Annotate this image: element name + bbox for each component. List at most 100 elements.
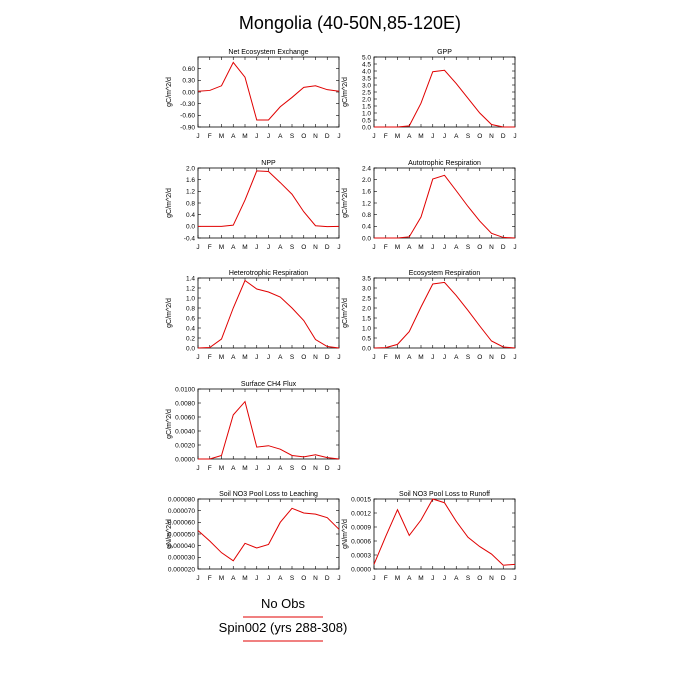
x-tick-label: O: [477, 354, 482, 361]
y-tick-label: 1.0: [362, 110, 371, 117]
series-line-0: [198, 170, 340, 228]
y-tick-label: 3.5: [362, 75, 371, 82]
y-tick-label: 0.000020: [168, 566, 195, 573]
y-tick-label: 0.0: [362, 124, 371, 131]
x-tick-label: A: [278, 244, 283, 251]
panel-title: Ecosystem Respiration: [409, 270, 481, 277]
x-tick-label: N: [313, 354, 318, 361]
x-tick-label: N: [489, 354, 494, 361]
x-tick-label: N: [489, 575, 494, 582]
x-tick-label: J: [513, 133, 516, 140]
x-tick-label: F: [384, 244, 388, 251]
y-axis-label: gN/m^2/d: [342, 519, 349, 549]
x-tick-label: J: [255, 465, 258, 472]
y-tick-label: -0.30: [180, 101, 195, 108]
y-tick-label: 2.4: [362, 165, 371, 172]
panels-group: Net Ecosystem Exchange -0.90 -0.60 -0.30 0.0…: [166, 49, 517, 582]
chart-panel-3: Autotrophic Respiration 0.0 0.4 0.8 1.2 1.6 2.…: [342, 160, 517, 251]
x-tick-label: J: [196, 133, 199, 140]
y-tick-label: 0.8: [362, 212, 371, 219]
plot-frame: [197, 167, 340, 239]
x-tick-label: M: [219, 244, 224, 251]
x-tick-label: M: [242, 244, 247, 251]
x-tick-label: J: [196, 575, 199, 582]
x-tick-label: J: [513, 244, 516, 251]
x-tick-label: F: [208, 133, 212, 140]
x-tick-label: J: [337, 465, 340, 472]
x-tick-label: M: [219, 354, 224, 361]
x-tick-label: M: [219, 465, 224, 472]
y-tick-label: 1.0: [362, 325, 371, 332]
y-tick-label: 0.60: [182, 66, 195, 73]
y-tick-label: 1.5: [362, 103, 371, 110]
x-tick-label: J: [443, 244, 446, 251]
x-tick-label: J: [196, 244, 199, 251]
x-tick-label: N: [489, 133, 494, 140]
y-tick-label: 0.4: [186, 212, 195, 219]
y-tick-label: 0.30: [182, 78, 195, 85]
x-tick-label: A: [407, 244, 412, 251]
x-tick-label: O: [477, 244, 482, 251]
x-tick-label: M: [395, 354, 400, 361]
x-tick-label: D: [325, 244, 330, 251]
y-tick-label: 0.0: [362, 345, 371, 352]
x-tick-label: S: [290, 575, 295, 582]
y-tick-label: 0.8: [186, 200, 195, 207]
x-tick-label: M: [219, 133, 224, 140]
y-tick-label: -0.90: [180, 124, 195, 131]
x-tick-label: D: [325, 465, 330, 472]
x-tick-label: A: [278, 133, 283, 140]
chart-panel-2: NPP-0.40.00.40.81.21.62.0J F M A M J J A S O N D JgC…: [166, 160, 341, 251]
x-tick-label: A: [231, 354, 236, 361]
x-tick-label: J: [337, 244, 340, 251]
x-tick-label: J: [255, 575, 258, 582]
x-tick-label: O: [477, 133, 482, 140]
x-tick-label: A: [231, 575, 236, 582]
x-tick-label: F: [208, 244, 212, 251]
x-tick-label: J: [196, 354, 199, 361]
x-tick-label: A: [454, 244, 459, 251]
x-tick-label: S: [290, 244, 295, 251]
y-tick-label: 1.0: [186, 295, 195, 302]
x-tick-label: J: [267, 354, 270, 361]
x-tick-label: D: [501, 354, 506, 361]
x-tick-label: D: [501, 244, 506, 251]
x-tick-label: A: [454, 133, 459, 140]
panel-title: Heterotrophic Respiration: [229, 270, 308, 277]
x-tick-label: J: [196, 465, 199, 472]
panel-title: NPP: [261, 160, 276, 167]
y-tick-label: 2.0: [362, 96, 371, 103]
x-tick-label: D: [501, 133, 506, 140]
x-tick-label: J: [443, 575, 446, 582]
plot-frame: [373, 56, 516, 128]
y-tick-label: 4.5: [362, 61, 371, 68]
x-tick-label: S: [466, 354, 471, 361]
y-tick-label: 1.5: [362, 315, 371, 322]
x-tick-label: N: [313, 575, 318, 582]
chart-panel-4: Heterotrophic Respiration 0.0 0.2 0.4 0.6 0.8…: [166, 270, 341, 361]
y-tick-label: 1.6: [186, 177, 195, 184]
chart-panel-6: Surface CH4 Flux 0.0000 0.0020 0.0040 0.0060…: [166, 381, 341, 472]
panel-title: Surface CH4 Flux: [241, 381, 297, 388]
x-tick-label: M: [418, 244, 423, 251]
x-tick-label: S: [466, 244, 471, 251]
x-tick-label: S: [466, 575, 471, 582]
plot-frame: [373, 167, 516, 239]
y-tick-label: 0.5: [362, 335, 371, 342]
x-tick-label: J: [372, 575, 375, 582]
x-tick-label: J: [267, 244, 270, 251]
y-tick-label: 0.5: [362, 117, 371, 124]
x-tick-label: J: [255, 133, 258, 140]
y-tick-label: 0.0006: [351, 538, 371, 545]
y-tick-label: 0.0: [362, 235, 371, 242]
x-tick-label: F: [384, 133, 388, 140]
x-tick-label: D: [325, 354, 330, 361]
y-axis-label: gC/m^2/d: [166, 188, 173, 218]
x-tick-label: O: [477, 575, 482, 582]
y-tick-label: 0.0012: [351, 510, 371, 517]
x-tick-label: D: [325, 133, 330, 140]
plot-frame: [197, 56, 340, 128]
x-tick-label: O: [301, 133, 306, 140]
x-tick-label: A: [407, 575, 412, 582]
